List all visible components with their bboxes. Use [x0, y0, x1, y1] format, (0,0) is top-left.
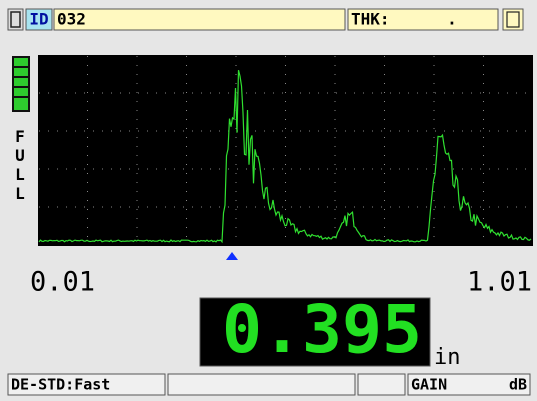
gate-marker [226, 252, 238, 260]
gain-field [407, 373, 531, 396]
gain-bar [14, 68, 28, 76]
gain-label: GAIN [411, 376, 447, 394]
waveform-area [38, 55, 533, 246]
status-field [167, 373, 356, 396]
rect-icon-glyph [506, 11, 520, 28]
range-start: 0.01 [30, 267, 95, 298]
id-label-box [25, 8, 53, 31]
gain-unit: dB [509, 376, 527, 394]
reading-value: 0.395 [222, 291, 422, 368]
thk-value: . [447, 10, 457, 29]
waveform [38, 69, 532, 244]
gain-bar [14, 78, 28, 86]
reading-unit: in [434, 345, 461, 370]
gain-bar [14, 88, 28, 96]
id-value: 032 [57, 10, 86, 29]
rect-icon [502, 8, 524, 31]
gain-bars [12, 56, 30, 112]
reading-box [199, 297, 431, 367]
id-field [53, 8, 346, 31]
thk-field [347, 8, 499, 31]
gain-bar [14, 58, 28, 66]
thk-label: THK: [351, 10, 390, 29]
gain-scale: FULL [11, 127, 30, 203]
status-field [357, 373, 406, 396]
mode: DE-STD:Fast [11, 376, 110, 394]
id-label: ID [29, 10, 48, 29]
range-end: 1.01 [467, 267, 532, 298]
gain-bar [14, 98, 28, 110]
mode-field [7, 373, 166, 396]
memory-icon-glyph [10, 11, 21, 28]
